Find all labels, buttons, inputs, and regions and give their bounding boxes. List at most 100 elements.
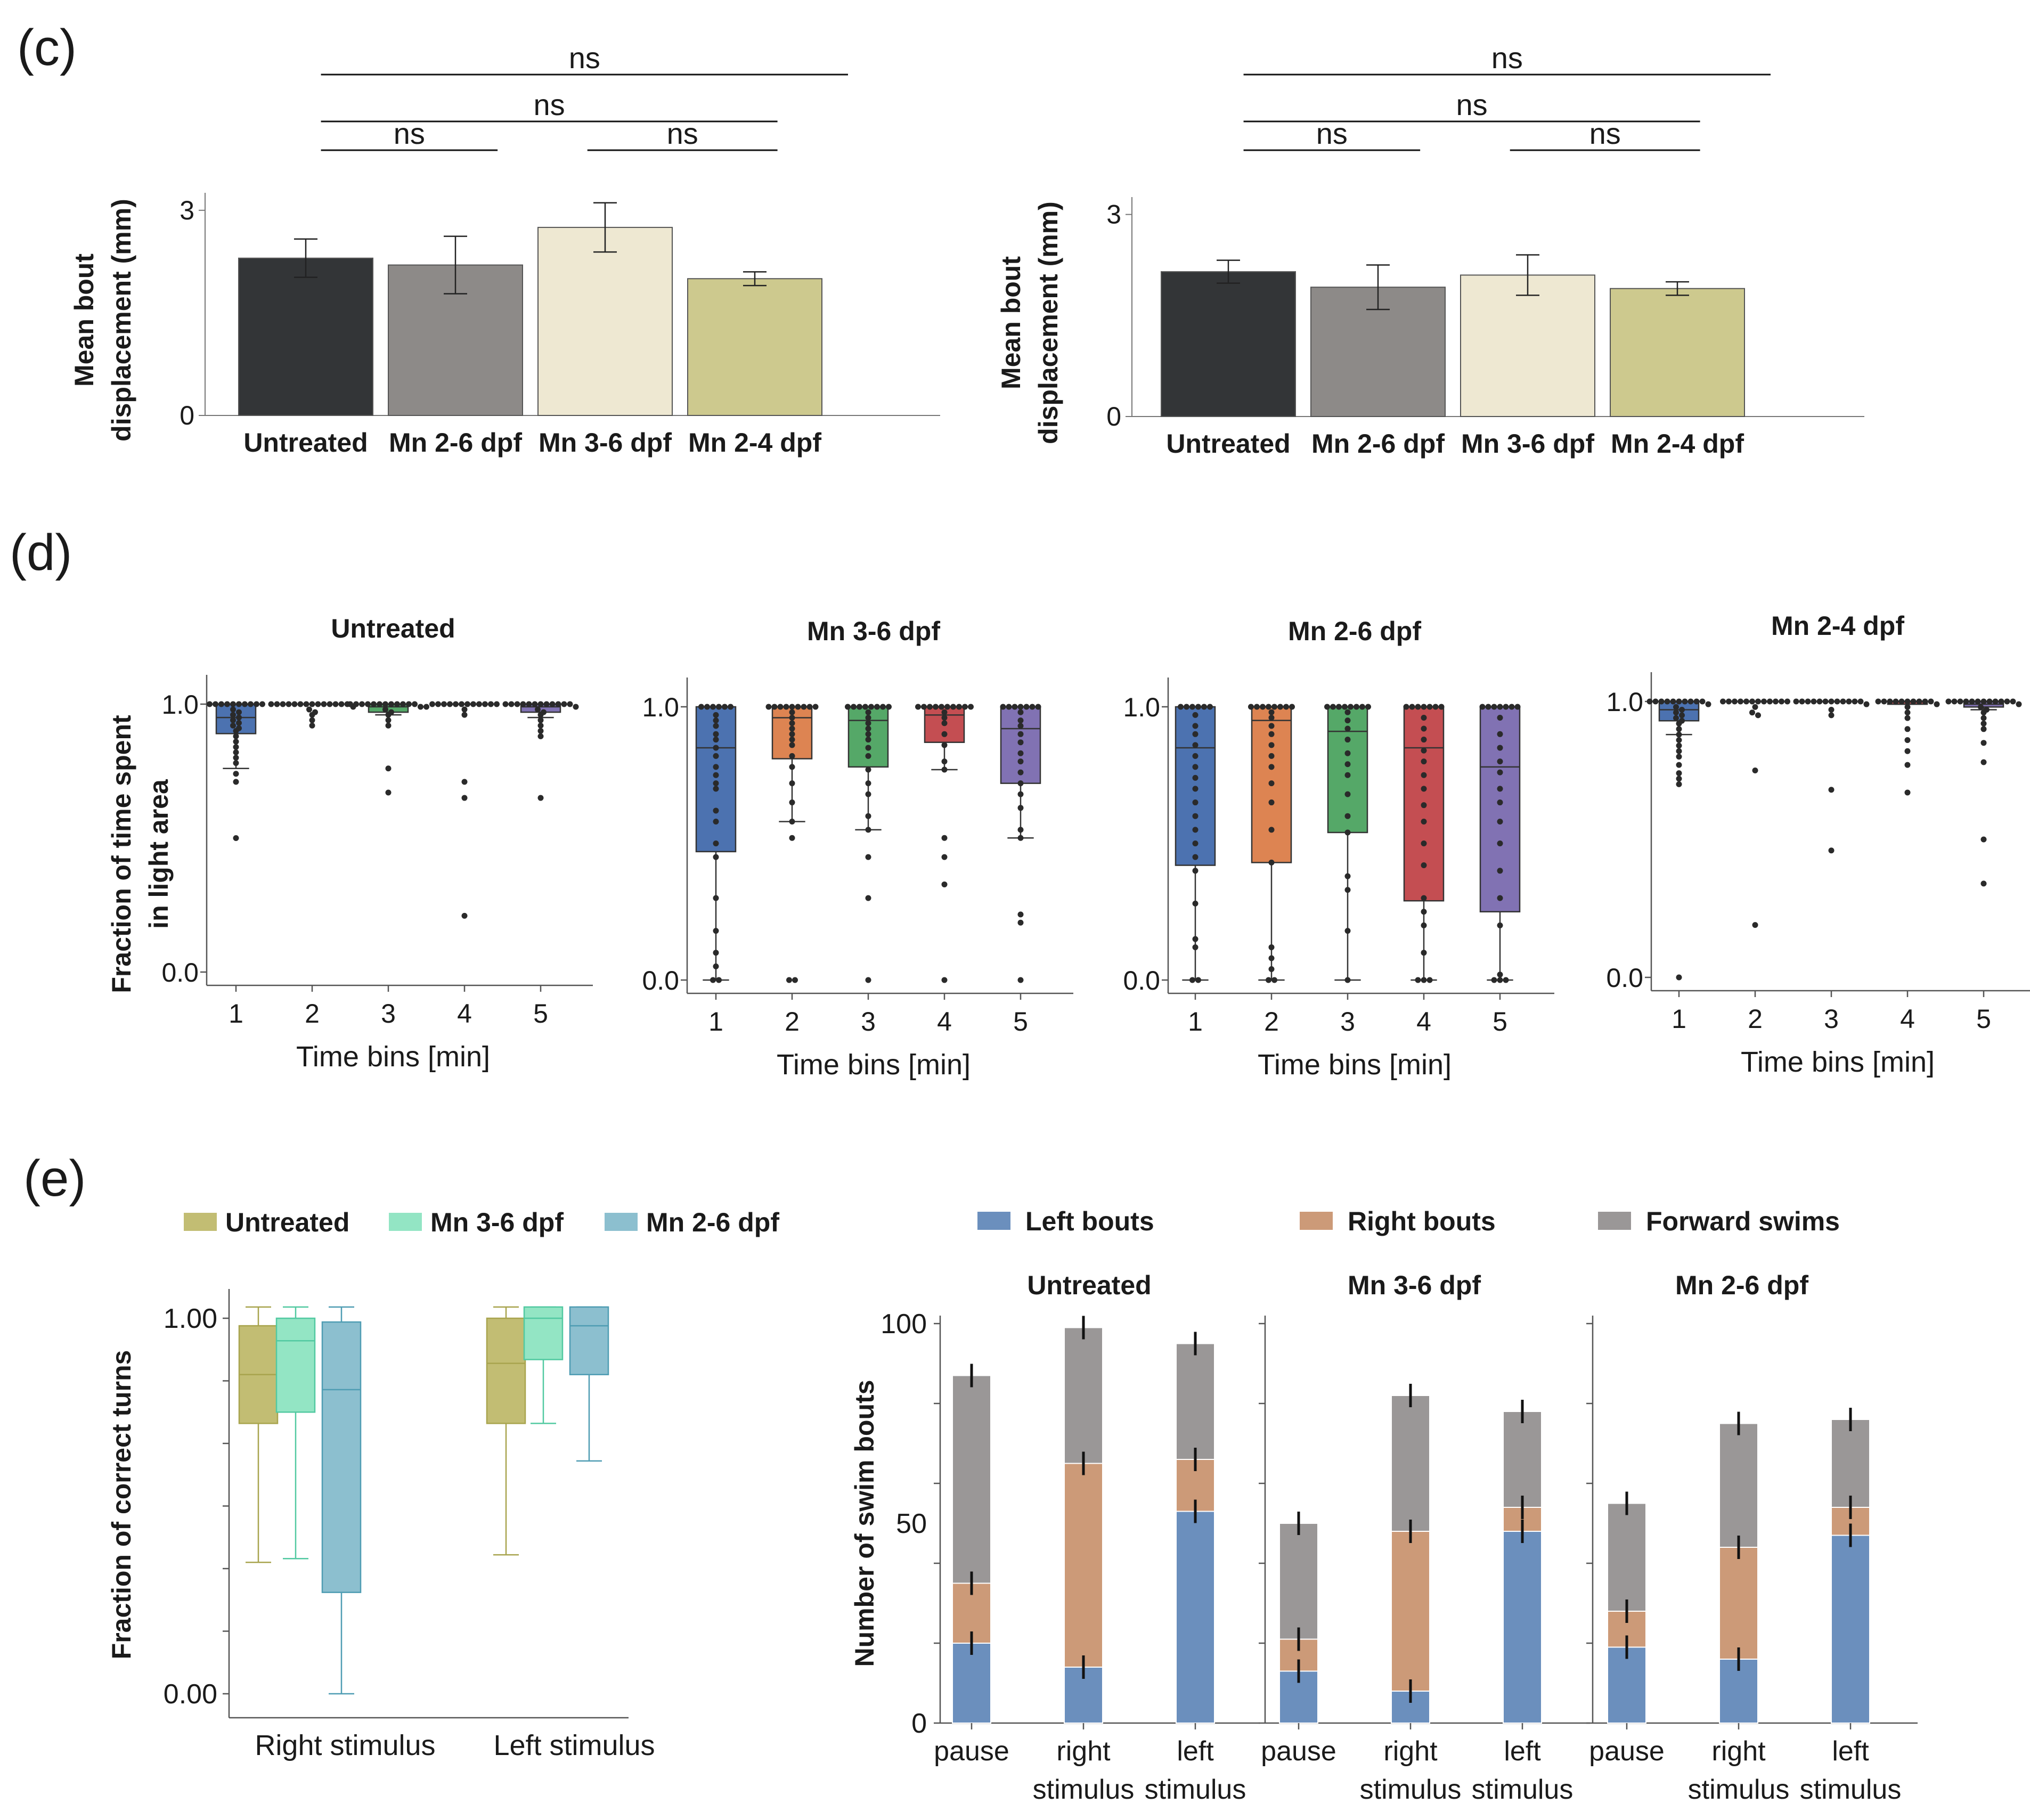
data-point: [789, 720, 795, 727]
bar-segment-forward: [1279, 1523, 1318, 1640]
data-point: [514, 701, 520, 707]
data-point: [502, 701, 509, 707]
data-point: [789, 731, 795, 737]
data-point: [327, 701, 333, 707]
data-point: [230, 712, 236, 718]
x-axis-label: Time bins [min]: [296, 1041, 490, 1073]
data-point: [1017, 835, 1024, 841]
data-point: [1840, 698, 1846, 705]
data-point: [1421, 818, 1427, 825]
data-point: [1497, 704, 1503, 710]
data-point: [233, 755, 239, 761]
data-point: [242, 701, 248, 707]
data-point: [1268, 966, 1275, 972]
data-point: [812, 704, 819, 710]
data-point: [1687, 698, 1694, 705]
data-point: [1497, 799, 1503, 806]
data-point: [541, 709, 547, 715]
legend-swatch: [389, 1213, 422, 1231]
data-point: [865, 720, 871, 727]
chart-title: Mn 2-6 dpf: [1675, 1270, 1808, 1300]
data-point: [230, 706, 236, 713]
chart-title: Mn 2-4 dpf: [1771, 611, 1904, 641]
data-point: [713, 717, 719, 724]
data-point: [1017, 739, 1024, 746]
data-point: [1503, 977, 1509, 983]
data-point: [537, 701, 544, 707]
data-point: [886, 704, 892, 710]
data-point: [543, 701, 550, 707]
data-point: [482, 701, 488, 707]
data-point: [1017, 750, 1024, 756]
bar-segment-left: [1503, 1531, 1542, 1724]
data-point: [728, 704, 733, 710]
data-point: [1497, 786, 1503, 792]
data-point: [713, 780, 719, 787]
data-point: [476, 701, 482, 707]
data-point: [1178, 704, 1184, 710]
data-point: [1012, 704, 1018, 710]
data-point: [1497, 840, 1503, 846]
data-point: [1652, 698, 1659, 705]
chart-d-mn-2-4: 0.0 1.0 Mn 2-4 dpf 1 2 3 4 5 Time bins [min]: [1606, 611, 2030, 1078]
significance-label: ns: [394, 117, 425, 150]
y-axis-label: Fraction of correct turns: [107, 1350, 136, 1660]
data-point: [412, 701, 418, 707]
x-tick-label: pause: [1261, 1736, 1336, 1767]
data-point: [1271, 704, 1277, 710]
data-point: [1017, 704, 1024, 710]
bar-segment-forward: [1831, 1419, 1870, 1508]
data-point: [1497, 731, 1503, 737]
data-point: [968, 704, 974, 710]
data-point: [1904, 709, 1911, 716]
data-point: [1421, 758, 1427, 765]
x-tick-label: left: [1832, 1736, 1869, 1767]
data-point: [365, 701, 371, 707]
data-point: [845, 704, 851, 710]
data-point: [1421, 909, 1427, 915]
data-point: [710, 704, 716, 710]
data-point: [1248, 704, 1254, 710]
data-point: [1017, 805, 1024, 811]
data-point: [213, 701, 218, 707]
data-point: [1017, 731, 1024, 737]
data-point: [1887, 698, 1893, 705]
data-point: [1752, 922, 1758, 928]
data-point: [713, 818, 719, 825]
data-point: [1755, 698, 1761, 705]
data-point: [2010, 698, 2016, 705]
data-point: [1679, 707, 1685, 713]
data-point: [1497, 868, 1503, 874]
data-point: [207, 701, 213, 707]
data-point: [306, 706, 312, 713]
data-point: [1268, 709, 1275, 715]
data-point: [1268, 827, 1275, 833]
data-point: [713, 786, 719, 792]
data-point: [236, 720, 242, 726]
y-tick-label: 50: [896, 1508, 927, 1539]
data-point: [233, 744, 239, 750]
data-point: [1277, 704, 1283, 710]
data-point: [1828, 707, 1835, 713]
x-tick-label: 4: [937, 1007, 952, 1036]
data-point: [567, 701, 573, 707]
bar: [537, 226, 673, 416]
data-point: [1324, 704, 1330, 710]
data-point: [1749, 709, 1755, 716]
data-point: [713, 807, 719, 814]
data-point: [1904, 715, 1911, 721]
data-point: [1268, 859, 1275, 866]
data-point: [1904, 726, 1911, 732]
data-point: [941, 758, 948, 765]
data-point: [385, 765, 392, 772]
data-point: [382, 706, 388, 713]
x-tick-label: stimulus: [1472, 1774, 1574, 1805]
data-point: [224, 701, 230, 707]
data-point: [1479, 704, 1486, 710]
legend-swatch: [184, 1213, 217, 1231]
x-axis-label: Time bins [min]: [777, 1049, 971, 1081]
category-label: Mn 2-4 dpf: [1611, 429, 1744, 459]
box: [321, 1321, 362, 1593]
data-point: [332, 701, 339, 707]
data-point: [857, 704, 862, 710]
